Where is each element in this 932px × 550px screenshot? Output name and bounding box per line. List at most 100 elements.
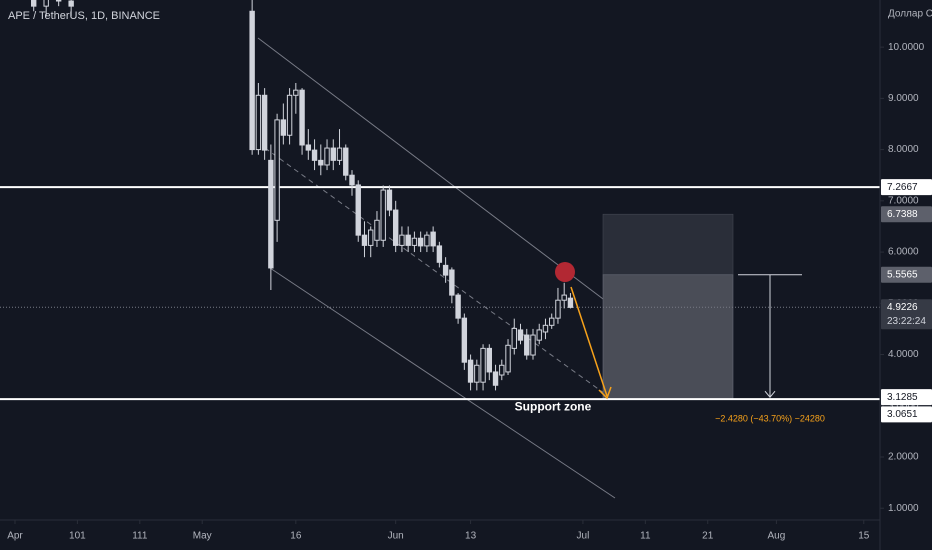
- candle-body: [449, 269, 455, 296]
- x-tick-label: Jun: [388, 531, 404, 542]
- candle-body: [261, 94, 268, 151]
- candle-body: [399, 234, 405, 246]
- y-tick-label: 10.0000: [888, 42, 925, 53]
- price-label: 4.9226: [887, 302, 918, 313]
- candle-body: [567, 297, 574, 308]
- candle-body: [505, 344, 511, 373]
- candle-body: [43, 0, 49, 7]
- candle-body: [349, 174, 355, 186]
- candle-body: [330, 147, 336, 161]
- price-label: 7.2667: [887, 182, 918, 193]
- candle-body: [542, 324, 549, 333]
- y-tick-label: 3.0000: [888, 400, 919, 411]
- candle-body: [68, 0, 74, 7]
- candle-body: [530, 334, 536, 356]
- price-label-box: [881, 389, 932, 406]
- x-tick-label: 16: [290, 531, 302, 542]
- candle-body: [343, 147, 349, 176]
- chart-title: APE / TetherUS, 1D, BINANCE: [8, 10, 160, 22]
- x-tick-label: Jul: [577, 531, 590, 542]
- y-tick-label: 1.0000: [888, 503, 919, 514]
- signal-marker: [555, 262, 575, 282]
- candle-body: [436, 245, 443, 263]
- price-label-box: [881, 179, 932, 196]
- y-axis-label: Доллар СШ: [888, 9, 932, 20]
- candle-body: [293, 89, 299, 96]
- y-tick-label: 8.0000: [888, 144, 919, 155]
- x-tick-label: 111: [132, 531, 148, 542]
- projection-arrow: [570, 286, 608, 397]
- x-tick-label: 11: [640, 531, 651, 542]
- candle-body: [374, 219, 380, 241]
- candle-body: [255, 94, 262, 151]
- x-tick-label: 13: [465, 531, 477, 542]
- candle-body: [486, 347, 493, 373]
- candle-body: [424, 234, 430, 247]
- candle-body: [299, 89, 305, 146]
- candle-body: [405, 234, 411, 246]
- price-label-box: [881, 406, 932, 423]
- candle-body: [305, 144, 312, 151]
- candle-body: [411, 237, 418, 246]
- y-tick-label: 4.0000: [888, 349, 919, 360]
- candle-body: [511, 327, 517, 349]
- projection-arrowhead: [598, 386, 612, 400]
- price-label: 3.1285: [887, 392, 918, 403]
- measure-arrowhead: [764, 390, 776, 398]
- candle-body: [268, 159, 274, 269]
- candle-body: [461, 317, 468, 363]
- candle-body: [430, 231, 436, 247]
- y-tick-label: 7.0000: [888, 195, 919, 206]
- candle-body: [474, 364, 480, 383]
- candle-body: [480, 347, 486, 383]
- x-tick-label: 15: [858, 531, 870, 542]
- price-label: 5.5565: [887, 269, 918, 280]
- candle-body: [274, 119, 280, 221]
- candle-body: [499, 364, 505, 376]
- x-tick-label: Apr: [7, 531, 23, 542]
- price-label-box: [881, 206, 932, 223]
- support-label: Support zone: [515, 399, 592, 413]
- candle-body: [549, 317, 555, 326]
- candle-body: [324, 147, 330, 166]
- candle-body: [311, 149, 318, 161]
- candle-body: [442, 264, 449, 276]
- countdown-label: 23:22:24: [887, 316, 926, 327]
- candle-body: [467, 359, 474, 383]
- candle-body: [536, 329, 542, 341]
- candle-body: [455, 294, 461, 319]
- candle-body: [55, 0, 62, 2]
- candle-body: [555, 299, 561, 319]
- candle-body: [517, 329, 524, 341]
- candle-body: [249, 10, 255, 151]
- candle-body: [318, 159, 324, 166]
- candle-body: [31, 0, 37, 7]
- candle-body: [386, 189, 393, 211]
- y-tick-label: 6.0000: [888, 247, 919, 258]
- candle-body: [361, 234, 368, 246]
- candle-body: [286, 94, 293, 136]
- price-label: 6.7388: [887, 209, 918, 220]
- measure-label: −2.4280 (−43.70%) −24280: [715, 414, 825, 424]
- x-tick-label: 101: [69, 531, 86, 542]
- candle-body: [524, 334, 530, 356]
- candle-body: [280, 119, 287, 136]
- x-tick-label: 21: [702, 531, 714, 542]
- target-zone: [602, 274, 734, 400]
- channel-middle: [264, 147, 609, 397]
- price-label-box: [881, 299, 932, 330]
- candle-body: [392, 209, 399, 246]
- stop-zone: [602, 213, 734, 276]
- candle-body: [355, 184, 361, 236]
- price-label: 3.0651: [887, 409, 918, 420]
- y-tick-label: 9.0000: [888, 93, 919, 104]
- channel-lower: [269, 267, 616, 499]
- candle-body: [380, 189, 386, 241]
- candle-body: [368, 229, 374, 246]
- candle-body: [492, 371, 499, 386]
- candle-body: [561, 294, 567, 301]
- price-label-box: [881, 266, 932, 283]
- x-tick-label: Aug: [767, 531, 785, 542]
- y-tick-label: 2.0000: [888, 452, 919, 463]
